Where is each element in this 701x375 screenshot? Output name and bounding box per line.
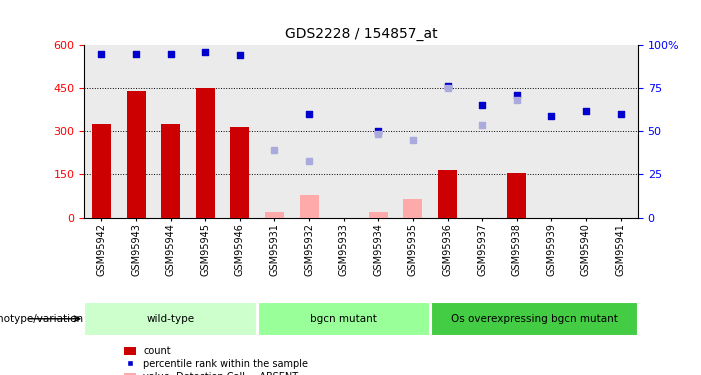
Bar [299, 195, 319, 217]
Bar [465, 45, 499, 218]
Point [200, 49, 211, 55]
Bar [569, 45, 604, 218]
Point [580, 108, 592, 114]
FancyBboxPatch shape [430, 302, 638, 336]
Bar [395, 45, 430, 218]
Bar [534, 45, 569, 218]
Point [442, 83, 453, 89]
Text: bgcn mutant: bgcn mutant [311, 314, 377, 324]
Bar [265, 212, 284, 217]
Legend: count, percentile rank within the sample, value, Detection Call = ABSENT, rank, : count, percentile rank within the sample… [124, 346, 308, 375]
Bar [161, 124, 180, 218]
Bar [223, 45, 257, 218]
Bar [604, 45, 638, 218]
Point [234, 53, 245, 58]
Bar [499, 45, 534, 218]
Text: wild-type: wild-type [147, 314, 195, 324]
Point [165, 51, 176, 57]
Point [304, 111, 315, 117]
Bar [118, 45, 154, 218]
Text: Os overexpressing bgcn mutant: Os overexpressing bgcn mutant [451, 314, 618, 324]
Bar [361, 45, 395, 218]
Bar [231, 127, 250, 218]
Bar [508, 173, 526, 217]
Text: genotype/variation: genotype/variation [0, 314, 83, 324]
Bar [438, 170, 457, 217]
Point [442, 85, 453, 91]
Point [615, 111, 626, 117]
Point [269, 147, 280, 153]
Point [511, 97, 522, 103]
Point [96, 51, 107, 57]
Point [546, 113, 557, 119]
FancyBboxPatch shape [84, 302, 257, 336]
Bar [126, 91, 146, 218]
Title: GDS2228 / 154857_at: GDS2228 / 154857_at [285, 27, 437, 41]
Bar [196, 88, 215, 218]
Bar [92, 124, 111, 218]
Bar [430, 45, 465, 218]
Point [304, 158, 315, 164]
Point [477, 123, 488, 129]
Point [373, 131, 384, 137]
Bar [188, 45, 223, 218]
Bar [369, 212, 388, 217]
Bar [292, 45, 327, 218]
Point [407, 137, 418, 143]
Bar [327, 45, 361, 218]
Point [373, 128, 384, 134]
Bar [403, 199, 423, 217]
Bar [84, 45, 118, 218]
FancyBboxPatch shape [257, 302, 430, 336]
Point [511, 92, 522, 98]
Point [477, 102, 488, 108]
Point [130, 51, 142, 57]
Bar [154, 45, 188, 218]
Bar [257, 45, 292, 218]
